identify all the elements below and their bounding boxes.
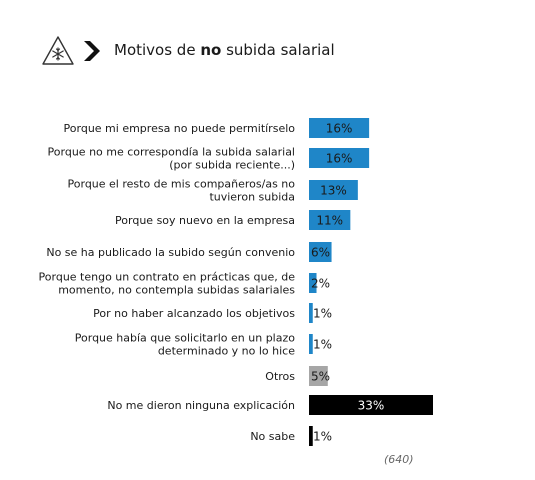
category-label-8: Otros: [265, 370, 295, 383]
chart-title: Motivos de no subida salarial: [114, 41, 335, 59]
value-label-6: 1%: [313, 307, 332, 321]
category-label-0: Porque mi empresa no puede permitírselo: [64, 122, 296, 135]
category-label-10: No sabe: [250, 430, 295, 443]
value-label-4: 6%: [311, 246, 330, 260]
category-label-5: Porque tengo un contrato en prácticas qu…: [39, 271, 296, 297]
chevron-right-icon: [84, 41, 100, 61]
bar-8: [309, 366, 328, 386]
value-label-0: 16%: [326, 122, 353, 136]
value-label-9: 33%: [358, 399, 385, 413]
bar-9: [309, 395, 433, 415]
value-label-1: 16%: [326, 152, 353, 166]
value-label-5: 2%: [311, 277, 330, 291]
bar-0: [309, 118, 370, 138]
category-label-6: Por no haber alcanzado los objetivos: [93, 307, 295, 320]
category-label-4: No se ha publicado la subido según conve…: [46, 246, 295, 259]
bar-6: [309, 303, 313, 323]
value-label-2: 13%: [320, 184, 347, 198]
value-label-10: 1%: [313, 430, 332, 444]
chart-header: Motivos de no subida salarial: [40, 34, 500, 70]
bar-3: [309, 210, 351, 230]
category-label-2: Porque el resto de mis compañeros/as no t…: [68, 178, 296, 204]
bar-5: [309, 273, 317, 293]
category-label-7: Porque había que solicitarlo en un plazo…: [75, 332, 295, 358]
value-label-3: 11%: [316, 214, 343, 228]
bar-7: [309, 334, 313, 354]
bar-2: [309, 180, 358, 200]
category-label-1: Porque no me correspondía la subida sala…: [48, 146, 295, 172]
bar-10: [309, 426, 313, 446]
bar-4: [309, 242, 332, 262]
value-label-7: 1%: [313, 338, 332, 352]
bar-1: [309, 148, 370, 168]
value-label-8: 5%: [311, 370, 330, 384]
category-label-3: Porque soy nuevo en la empresa: [115, 214, 295, 227]
snowflake-warning-icon: [42, 36, 74, 65]
sample-size-note: (640): [384, 453, 414, 466]
category-label-9: No me dieron ninguna explicación: [107, 399, 295, 412]
